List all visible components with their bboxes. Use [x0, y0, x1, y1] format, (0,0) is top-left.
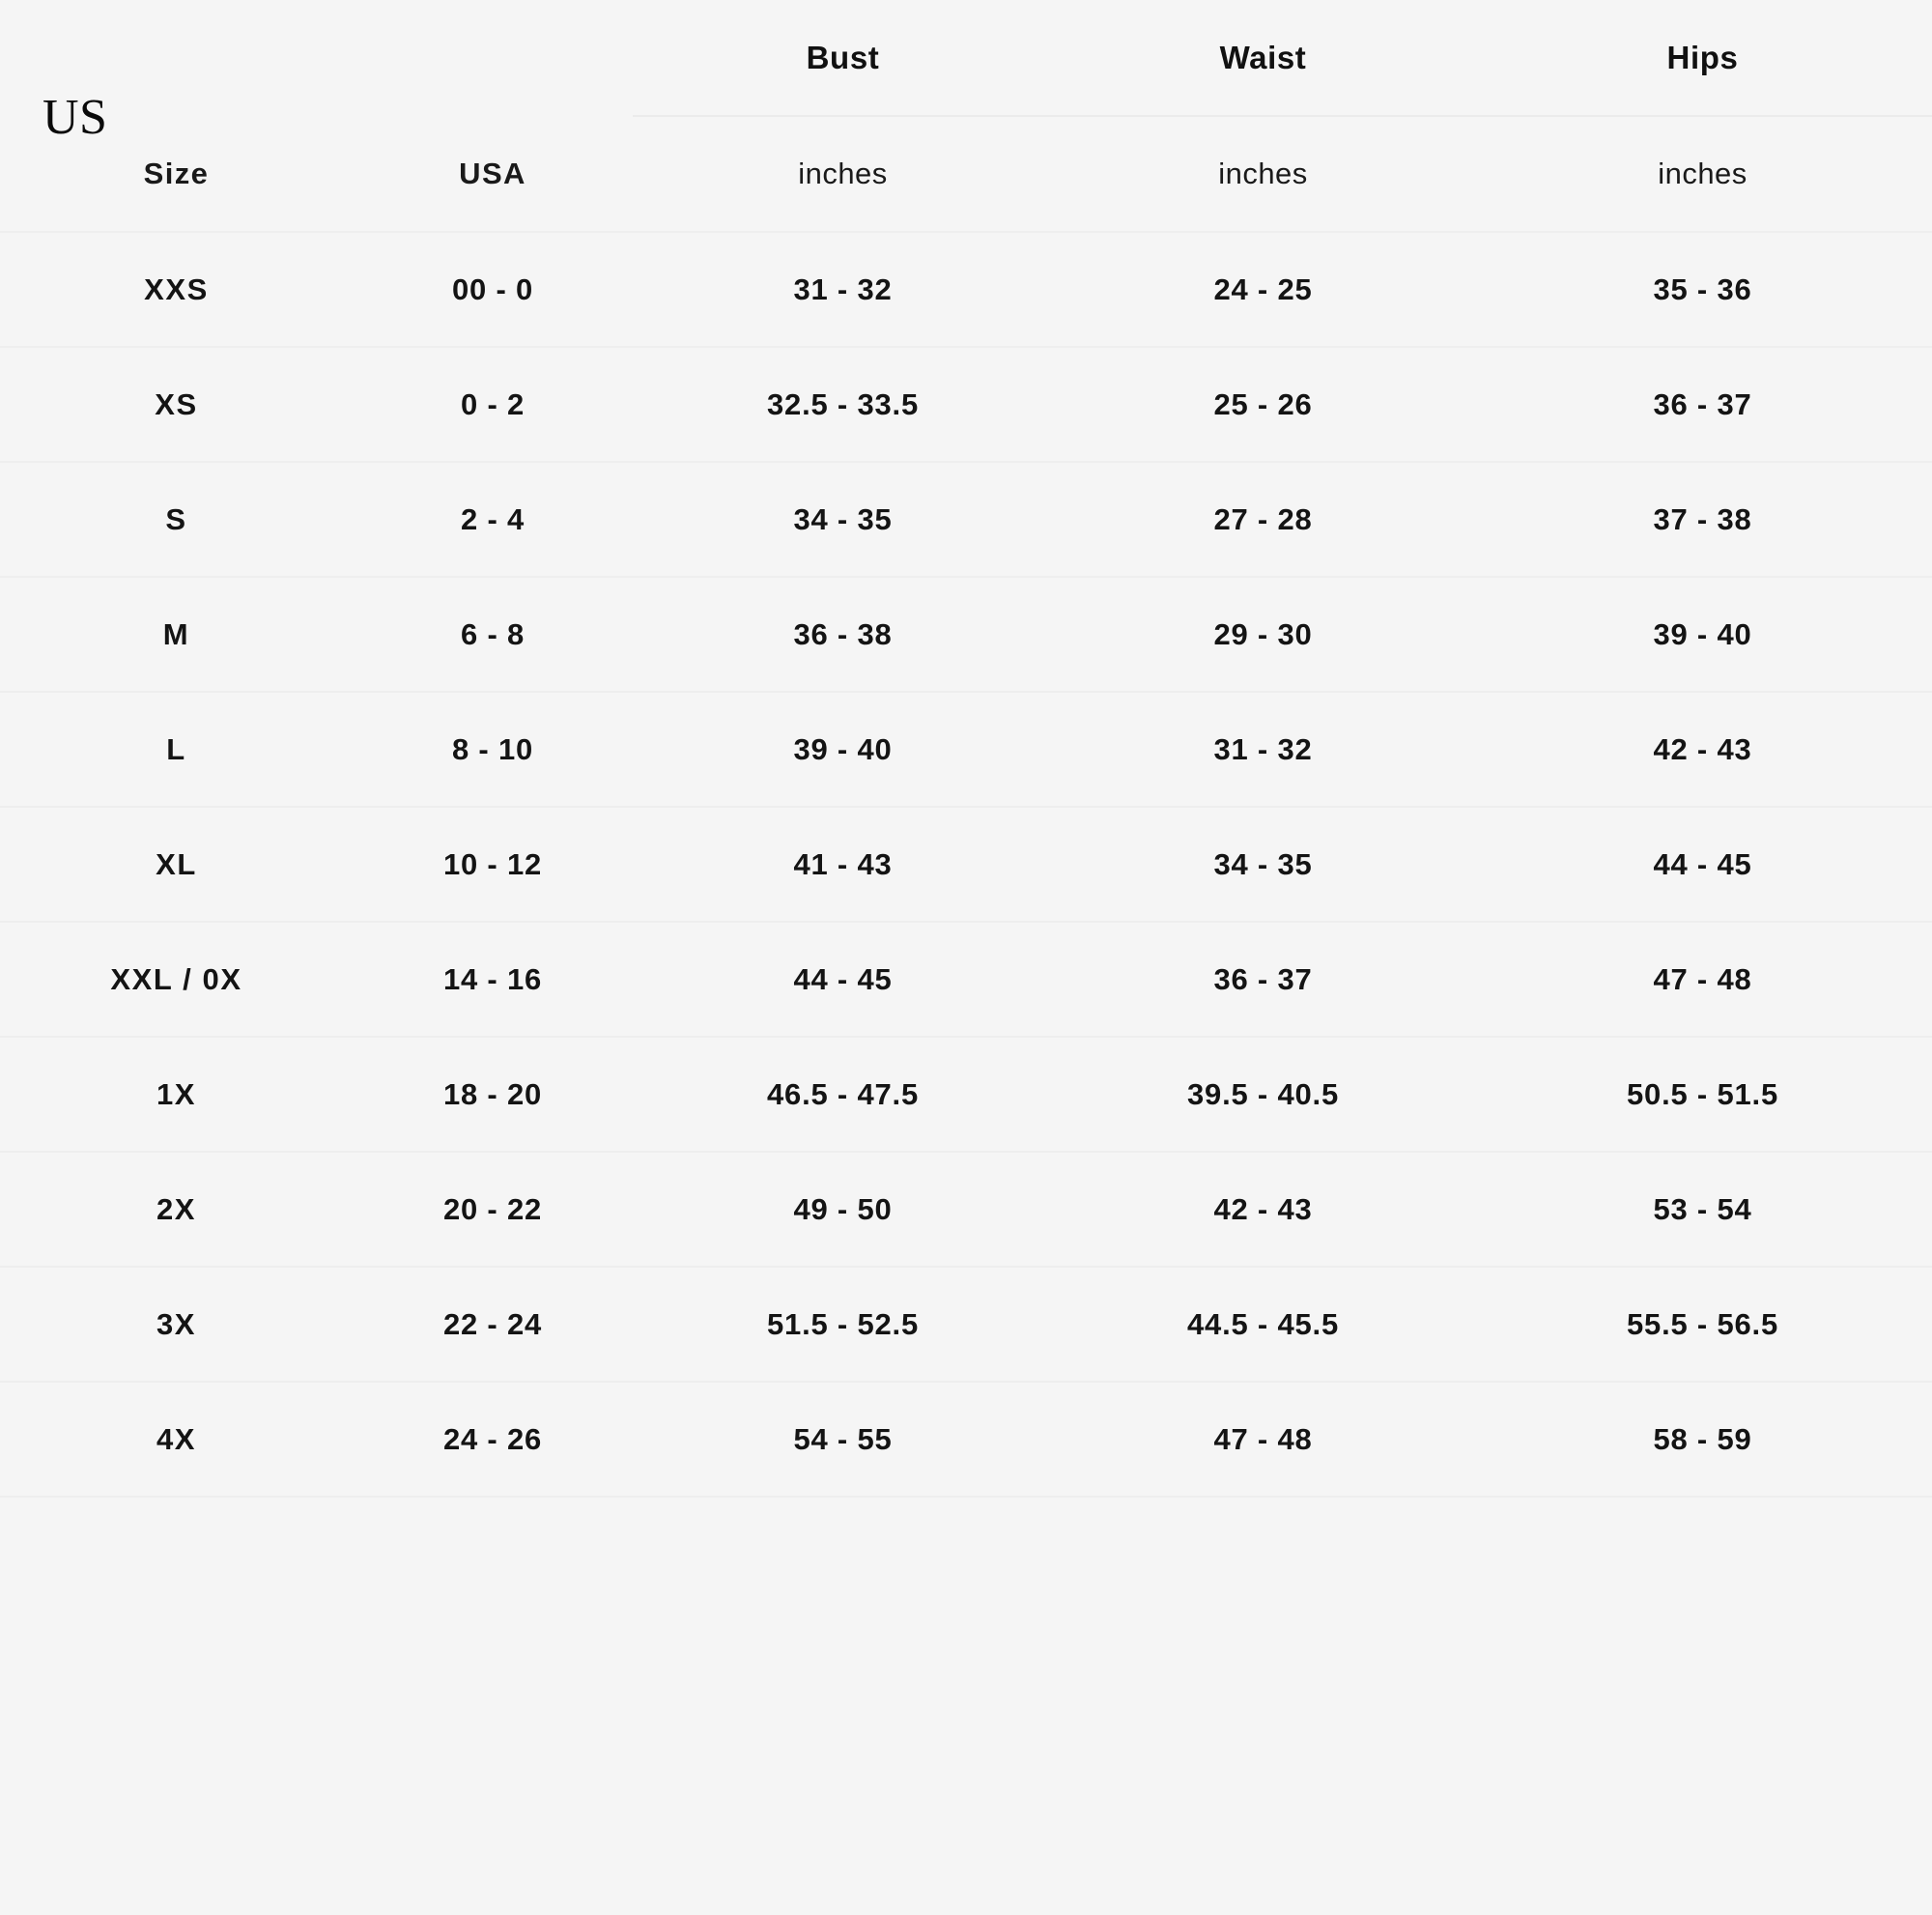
header-bust-unit: inches: [633, 115, 1053, 232]
cell-hips: 35 - 36: [1473, 232, 1932, 347]
cell-waist: 42 - 43: [1053, 1152, 1473, 1267]
cell-waist: 44.5 - 45.5: [1053, 1267, 1473, 1382]
cell-usa: 00 - 0: [353, 232, 633, 347]
cell-usa: 2 - 4: [353, 462, 633, 577]
cell-waist: 24 - 25: [1053, 232, 1473, 347]
table-body: XXS 00 - 0 31 - 32 24 - 25 35 - 36 XS 0 - 2 32.…: [0, 232, 1932, 1497]
cell-usa: 0 - 2: [353, 347, 633, 462]
header-usa: USA: [353, 116, 633, 232]
cell-hips: 37 - 38: [1473, 462, 1932, 577]
cell-waist: 25 - 26: [1053, 347, 1473, 462]
header-waist: Waist: [1053, 0, 1473, 116]
cell-bust: 49 - 50: [633, 1152, 1053, 1267]
header-spacer-size: [0, 0, 353, 116]
cell-size: 1X: [0, 1037, 353, 1152]
cell-waist: 27 - 28: [1053, 462, 1473, 577]
cell-usa: 20 - 22: [353, 1152, 633, 1267]
header-bust: Bust: [633, 0, 1053, 116]
cell-bust: 36 - 38: [633, 577, 1053, 692]
cell-waist: 31 - 32: [1053, 692, 1473, 807]
cell-hips: 47 - 48: [1473, 922, 1932, 1037]
cell-waist: 29 - 30: [1053, 577, 1473, 692]
cell-bust: 44 - 45: [633, 922, 1053, 1037]
cell-hips: 36 - 37: [1473, 347, 1932, 462]
cell-waist: 47 - 48: [1053, 1382, 1473, 1497]
table-row: XS 0 - 2 32.5 - 33.5 25 - 26 36 - 37: [0, 347, 1932, 462]
cell-size: S: [0, 462, 353, 577]
cell-bust: 34 - 35: [633, 462, 1053, 577]
table-row: 2X 20 - 22 49 - 50 42 - 43 53 - 54: [0, 1152, 1932, 1267]
cell-size: XS: [0, 347, 353, 462]
cell-usa: 8 - 10: [353, 692, 633, 807]
cell-bust: 32.5 - 33.5: [633, 347, 1053, 462]
cell-usa: 14 - 16: [353, 922, 633, 1037]
cell-bust: 46.5 - 47.5: [633, 1037, 1053, 1152]
cell-size: 2X: [0, 1152, 353, 1267]
table-row: XXL / 0X 14 - 16 44 - 45 36 - 37 47 - 48: [0, 922, 1932, 1037]
table-row: 1X 18 - 20 46.5 - 47.5 39.5 - 40.5 50.5 - 51…: [0, 1037, 1932, 1152]
header-hips: Hips: [1473, 0, 1932, 116]
cell-hips: 58 - 59: [1473, 1382, 1932, 1497]
header-spacer-usa: [353, 0, 633, 116]
cell-hips: 42 - 43: [1473, 692, 1932, 807]
header-group-row: Bust Waist Hips: [0, 0, 1932, 116]
table-row: XL 10 - 12 41 - 43 34 - 35 44 - 45: [0, 807, 1932, 922]
cell-usa: 24 - 26: [353, 1382, 633, 1497]
cell-size: 4X: [0, 1382, 353, 1497]
cell-hips: 44 - 45: [1473, 807, 1932, 922]
cell-bust: 54 - 55: [633, 1382, 1053, 1497]
cell-usa: 10 - 12: [353, 807, 633, 922]
size-chart-table: Bust Waist Hips Size USA inches inches i…: [0, 0, 1932, 1497]
cell-size: L: [0, 692, 353, 807]
cell-size: XXL / 0X: [0, 922, 353, 1037]
cell-size: 3X: [0, 1267, 353, 1382]
cell-usa: 6 - 8: [353, 577, 633, 692]
cell-waist: 34 - 35: [1053, 807, 1473, 922]
header-unit-row: Size USA inches inches inches: [0, 115, 1932, 232]
cell-size: M: [0, 577, 353, 692]
cell-hips: 53 - 54: [1473, 1152, 1932, 1267]
header-waist-unit: inches: [1053, 115, 1473, 232]
table-header: Bust Waist Hips Size USA inches inches i…: [0, 0, 1932, 232]
table-row: 3X 22 - 24 51.5 - 52.5 44.5 - 45.5 55.5 - 56…: [0, 1267, 1932, 1382]
cell-bust: 31 - 32: [633, 232, 1053, 347]
cell-bust: 41 - 43: [633, 807, 1053, 922]
cell-waist: 36 - 37: [1053, 922, 1473, 1037]
cell-hips: 39 - 40: [1473, 577, 1932, 692]
cell-waist: 39.5 - 40.5: [1053, 1037, 1473, 1152]
cell-bust: 39 - 40: [633, 692, 1053, 807]
cell-hips: 55.5 - 56.5: [1473, 1267, 1932, 1382]
cell-usa: 22 - 24: [353, 1267, 633, 1382]
cell-usa: 18 - 20: [353, 1037, 633, 1152]
cell-bust: 51.5 - 52.5: [633, 1267, 1053, 1382]
cell-hips: 50.5 - 51.5: [1473, 1037, 1932, 1152]
cell-size: XXS: [0, 232, 353, 347]
header-size: Size: [0, 116, 353, 232]
cell-size: XL: [0, 807, 353, 922]
table-row: XXS 00 - 0 31 - 32 24 - 25 35 - 36: [0, 232, 1932, 347]
header-hips-unit: inches: [1473, 115, 1932, 232]
table-row: 4X 24 - 26 54 - 55 47 - 48 58 - 59: [0, 1382, 1932, 1497]
